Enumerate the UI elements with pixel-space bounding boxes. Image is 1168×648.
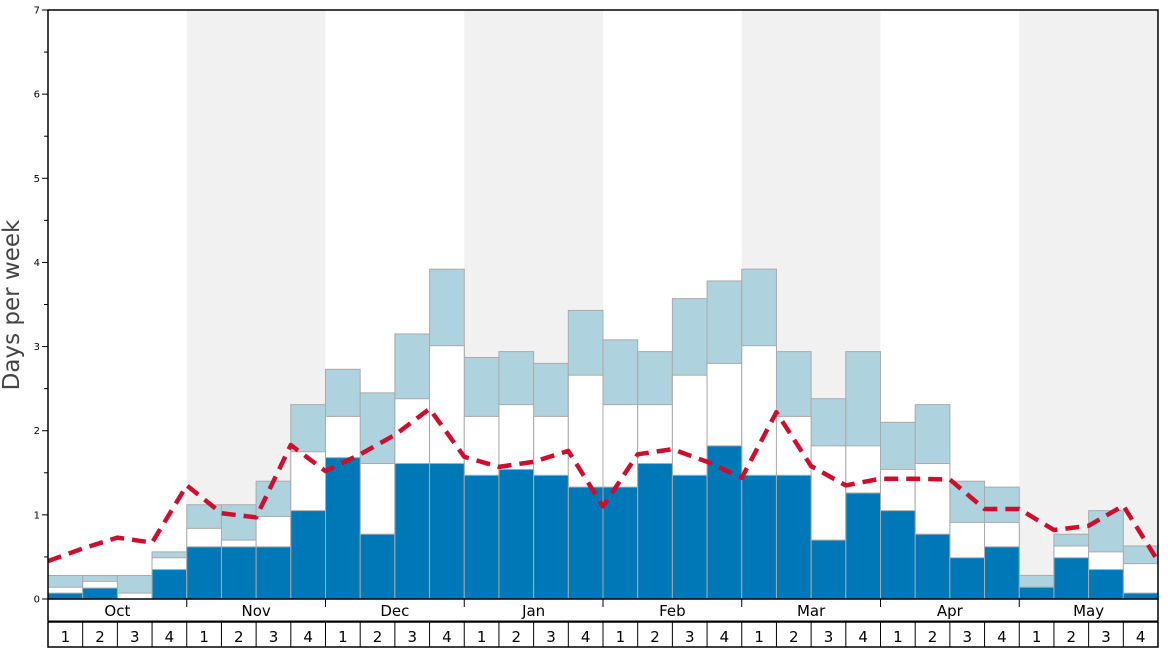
y-tick-label: 6 xyxy=(34,90,40,101)
week-label: 1 xyxy=(199,628,209,646)
week-label: 3 xyxy=(685,628,695,646)
month-label-nov: Nov xyxy=(241,602,270,620)
week-label: 3 xyxy=(546,628,556,646)
bar-s2-w3 xyxy=(116,592,153,600)
week-label: 1 xyxy=(754,628,764,646)
month-label-mar: Mar xyxy=(797,602,826,620)
bar-s1-w1 xyxy=(47,592,84,600)
bar-s1-w15 xyxy=(533,474,569,600)
bar-s1-w17 xyxy=(602,486,639,600)
bar-s1-w27 xyxy=(949,557,986,600)
week-label: 3 xyxy=(407,628,417,646)
bar-s1-w22 xyxy=(775,474,812,600)
bar-s1-w30 xyxy=(1053,557,1090,600)
month-label-may: May xyxy=(1073,602,1104,620)
bar-s1-w21 xyxy=(741,474,777,600)
bar-s1-w25 xyxy=(880,510,916,600)
bar-s1-w29 xyxy=(1018,586,1055,600)
week-label: 2 xyxy=(373,628,383,646)
y-tick-label: 4 xyxy=(34,258,40,269)
bar-s1-w23 xyxy=(810,539,847,600)
month-label-dec: Dec xyxy=(380,602,409,620)
week-label: 4 xyxy=(303,628,313,646)
month-bands xyxy=(186,10,1158,599)
bar-s1-w16 xyxy=(567,486,604,600)
bar-s1-w4 xyxy=(151,569,188,600)
week-label: 1 xyxy=(338,628,348,646)
y-axis-title: Days per week xyxy=(0,219,25,390)
y-tick-label: 5 xyxy=(34,174,40,185)
week-label: 4 xyxy=(581,628,591,646)
bar-s1-w8 xyxy=(290,510,326,600)
line-series xyxy=(47,406,1160,564)
week-label: 1 xyxy=(616,628,626,646)
week-label: 2 xyxy=(1067,628,1077,646)
week-label: 3 xyxy=(962,628,972,646)
week-label: 2 xyxy=(650,628,660,646)
week-label: 2 xyxy=(234,628,244,646)
week-label: 1 xyxy=(477,628,487,646)
week-label: 3 xyxy=(824,628,834,646)
week-label: 2 xyxy=(789,628,799,646)
week-label: 2 xyxy=(512,628,522,646)
week-label: 4 xyxy=(1136,628,1146,646)
bar-s1-w12 xyxy=(429,463,465,600)
bar-s1-w26 xyxy=(914,533,951,600)
bar-s1-w31 xyxy=(1088,569,1124,600)
bar-s1-w11 xyxy=(394,463,431,600)
week-label: 1 xyxy=(1032,628,1042,646)
week-label: 4 xyxy=(997,628,1007,646)
y-tick-label: 1 xyxy=(34,510,40,521)
week-label: 4 xyxy=(720,628,730,646)
bar-s1-w6 xyxy=(220,546,257,600)
month-label-jan: Jan xyxy=(521,602,545,620)
week-label: 1 xyxy=(61,628,71,646)
week-label: 2 xyxy=(928,628,938,646)
y-tick-label: 7 xyxy=(34,6,40,17)
week-label: 3 xyxy=(269,628,279,646)
week-label: 4 xyxy=(442,628,452,646)
week-label: 2 xyxy=(95,628,105,646)
week-label: 1 xyxy=(893,628,903,646)
bar-s1-w14 xyxy=(498,468,535,600)
bar-s1-w10 xyxy=(359,533,396,600)
y-tick-label: 2 xyxy=(34,426,40,437)
month-band-may xyxy=(1019,10,1158,599)
week-label: 4 xyxy=(858,628,868,646)
y-axis: 0 1 2 3 4 5 6 7 xyxy=(34,6,48,606)
bar-s1-w18 xyxy=(637,463,673,600)
bar-s1-w9 xyxy=(325,457,361,600)
bar-s1-w24 xyxy=(845,492,881,600)
month-label-apr: Apr xyxy=(937,602,964,620)
bar-s1-w19 xyxy=(671,474,708,600)
week-label: 3 xyxy=(130,628,140,646)
y-tick-label: 3 xyxy=(34,342,40,353)
x-axis: Oct Nov Dec Jan Feb Mar Apr May 1 2 3 4 1 2 3 4 1 2 3 4 1 2 3 4… xyxy=(47,599,1159,648)
bar-s1-w7 xyxy=(255,546,292,600)
y-tick-label: 0 xyxy=(34,595,40,606)
week-label: 4 xyxy=(165,628,175,646)
bar-s1-w2 xyxy=(82,587,118,600)
week-label: 3 xyxy=(1101,628,1111,646)
line-layer xyxy=(47,406,1160,564)
bar-s1-w5 xyxy=(186,546,222,600)
bar-s1-w32 xyxy=(1122,592,1159,600)
month-label-feb: Feb xyxy=(659,602,686,620)
bar-s1-w28 xyxy=(984,546,1020,600)
month-label-oct: Oct xyxy=(104,602,130,620)
bar-s1-w13 xyxy=(463,474,500,600)
bars-layer xyxy=(47,268,1159,600)
